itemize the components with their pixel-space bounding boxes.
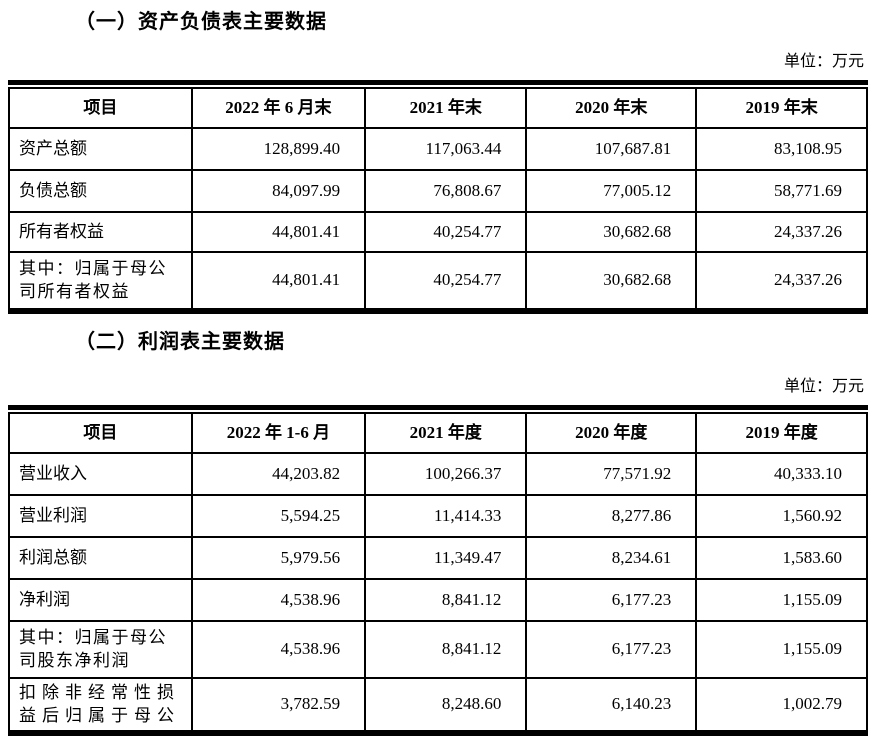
table-row-total-assets: 资产总额 128,899.40 117,063.44 107,687.81 83… <box>8 127 868 171</box>
value-cell: 8,841.12 <box>364 620 528 679</box>
section2-unit-label: 单位：万元 <box>783 378 864 395</box>
header-cell-2019: 2019 年度 <box>695 412 868 454</box>
value-cell: 1,155.09 <box>695 578 868 622</box>
value-cell: 11,349.47 <box>364 536 528 580</box>
value-cell: 3,782.59 <box>190 677 367 732</box>
value-cell: 77,005.12 <box>525 169 698 213</box>
header-cell-2021: 2021 年度 <box>364 412 528 454</box>
value-cell: 40,254.77 <box>364 251 528 310</box>
table-header-row: 项目 2022 年 6 月末 2021 年末 2020 年末 2019 年末 <box>8 87 868 129</box>
table-row-operating-revenue: 营业收入 44,203.82 100,266.37 77,571.92 40,3… <box>8 452 868 496</box>
value-cell: 5,594.25 <box>190 494 367 538</box>
value-cell: 8,248.60 <box>364 677 528 732</box>
value-cell: 44,801.41 <box>190 251 367 310</box>
table-row-net-profit: 净利润 4,538.96 8,841.12 6,177.23 1,155.09 <box>8 578 868 622</box>
income-statement-table: 项目 2022 年 1-6 月 2021 年度 2020 年度 2019 年度 … <box>8 412 868 732</box>
value-cell: 1,002.79 <box>695 677 868 732</box>
value-cell: 4,538.96 <box>190 578 367 622</box>
header-cell-2021: 2021 年末 <box>364 87 528 129</box>
header-cell-2022h1: 2022 年 1-6 月 <box>190 412 367 454</box>
row-label-cell: 其中：归属于母公司所有者权益 <box>8 251 193 310</box>
header-cell-2019: 2019 年末 <box>695 87 868 129</box>
row-label-cell: 其中：归属于母公司股东净利润 <box>8 620 193 679</box>
value-cell: 44,203.82 <box>190 452 367 496</box>
value-cell: 107,687.81 <box>525 127 698 171</box>
value-cell: 6,177.23 <box>525 620 698 679</box>
row-label-cell: 负债总额 <box>8 169 193 213</box>
value-cell: 84,097.99 <box>190 169 367 213</box>
table-row-operating-profit: 营业利润 5,594.25 11,414.33 8,277.86 1,560.9… <box>8 494 868 538</box>
value-cell: 8,841.12 <box>364 578 528 622</box>
value-cell: 30,682.68 <box>525 211 698 253</box>
header-cell-item: 项目 <box>8 412 193 454</box>
section2-title: （二）利润表主要数据 <box>75 329 285 353</box>
value-cell: 5,979.56 <box>190 536 367 580</box>
value-cell: 8,234.61 <box>525 536 698 580</box>
header-cell-2022h1: 2022 年 6 月末 <box>190 87 367 129</box>
value-cell: 11,414.33 <box>364 494 528 538</box>
row-label-cell: 营业收入 <box>8 452 193 496</box>
section1-title: （一）资产负债表主要数据 <box>75 9 327 33</box>
value-cell: 40,333.10 <box>695 452 868 496</box>
header-cell-2020: 2020 年末 <box>525 87 698 129</box>
row-label-cell: 扣除非经常性损益后归属于母公 <box>8 677 193 732</box>
value-cell: 40,254.77 <box>364 211 528 253</box>
table-row-total-profit: 利润总额 5,979.56 11,349.47 8,234.61 1,583.6… <box>8 536 868 580</box>
header-cell-item: 项目 <box>8 87 193 129</box>
balance-sheet-table: 项目 2022 年 6 月末 2021 年末 2020 年末 2019 年末 资… <box>8 87 868 310</box>
income-statement-table-wrapper: 项目 2022 年 1-6 月 2021 年度 2020 年度 2019 年度 … <box>8 405 868 736</box>
table-row-parent-equity: 其中：归属于母公司所有者权益 44,801.41 40,254.77 30,68… <box>8 251 868 310</box>
table-row-total-liabilities: 负债总额 84,097.99 76,808.67 77,005.12 58,77… <box>8 169 868 213</box>
balance-sheet-table-wrapper: 项目 2022 年 6 月末 2021 年末 2020 年末 2019 年末 资… <box>8 80 868 314</box>
value-cell: 1,155.09 <box>695 620 868 679</box>
value-cell: 6,140.23 <box>525 677 698 732</box>
section1-unit-label: 单位：万元 <box>783 53 864 70</box>
value-cell: 100,266.37 <box>364 452 528 496</box>
row-label-cell: 所有者权益 <box>8 211 193 253</box>
row-label-cell: 利润总额 <box>8 536 193 580</box>
table-row-deducted-non-recurring: 扣除非经常性损益后归属于母公 3,782.59 8,248.60 6,140.2… <box>8 677 868 732</box>
value-cell: 8,277.86 <box>525 494 698 538</box>
row-label-cell: 资产总额 <box>8 127 193 171</box>
row-label-cell: 营业利润 <box>8 494 193 538</box>
table-row-parent-net-profit: 其中：归属于母公司股东净利润 4,538.96 8,841.12 6,177.2… <box>8 620 868 679</box>
value-cell: 6,177.23 <box>525 578 698 622</box>
value-cell: 4,538.96 <box>190 620 367 679</box>
value-cell: 76,808.67 <box>364 169 528 213</box>
value-cell: 1,560.92 <box>695 494 868 538</box>
value-cell: 44,801.41 <box>190 211 367 253</box>
value-cell: 24,337.26 <box>695 211 868 253</box>
value-cell: 24,337.26 <box>695 251 868 310</box>
value-cell: 58,771.69 <box>695 169 868 213</box>
value-cell: 117,063.44 <box>364 127 528 171</box>
value-cell: 77,571.92 <box>525 452 698 496</box>
value-cell: 128,899.40 <box>190 127 367 171</box>
value-cell: 1,583.60 <box>695 536 868 580</box>
row-label-cell: 净利润 <box>8 578 193 622</box>
value-cell: 30,682.68 <box>525 251 698 310</box>
value-cell: 83,108.95 <box>695 127 868 171</box>
table-row-owners-equity: 所有者权益 44,801.41 40,254.77 30,682.68 24,3… <box>8 211 868 253</box>
table-header-row: 项目 2022 年 1-6 月 2021 年度 2020 年度 2019 年度 <box>8 412 868 454</box>
header-cell-2020: 2020 年度 <box>525 412 698 454</box>
